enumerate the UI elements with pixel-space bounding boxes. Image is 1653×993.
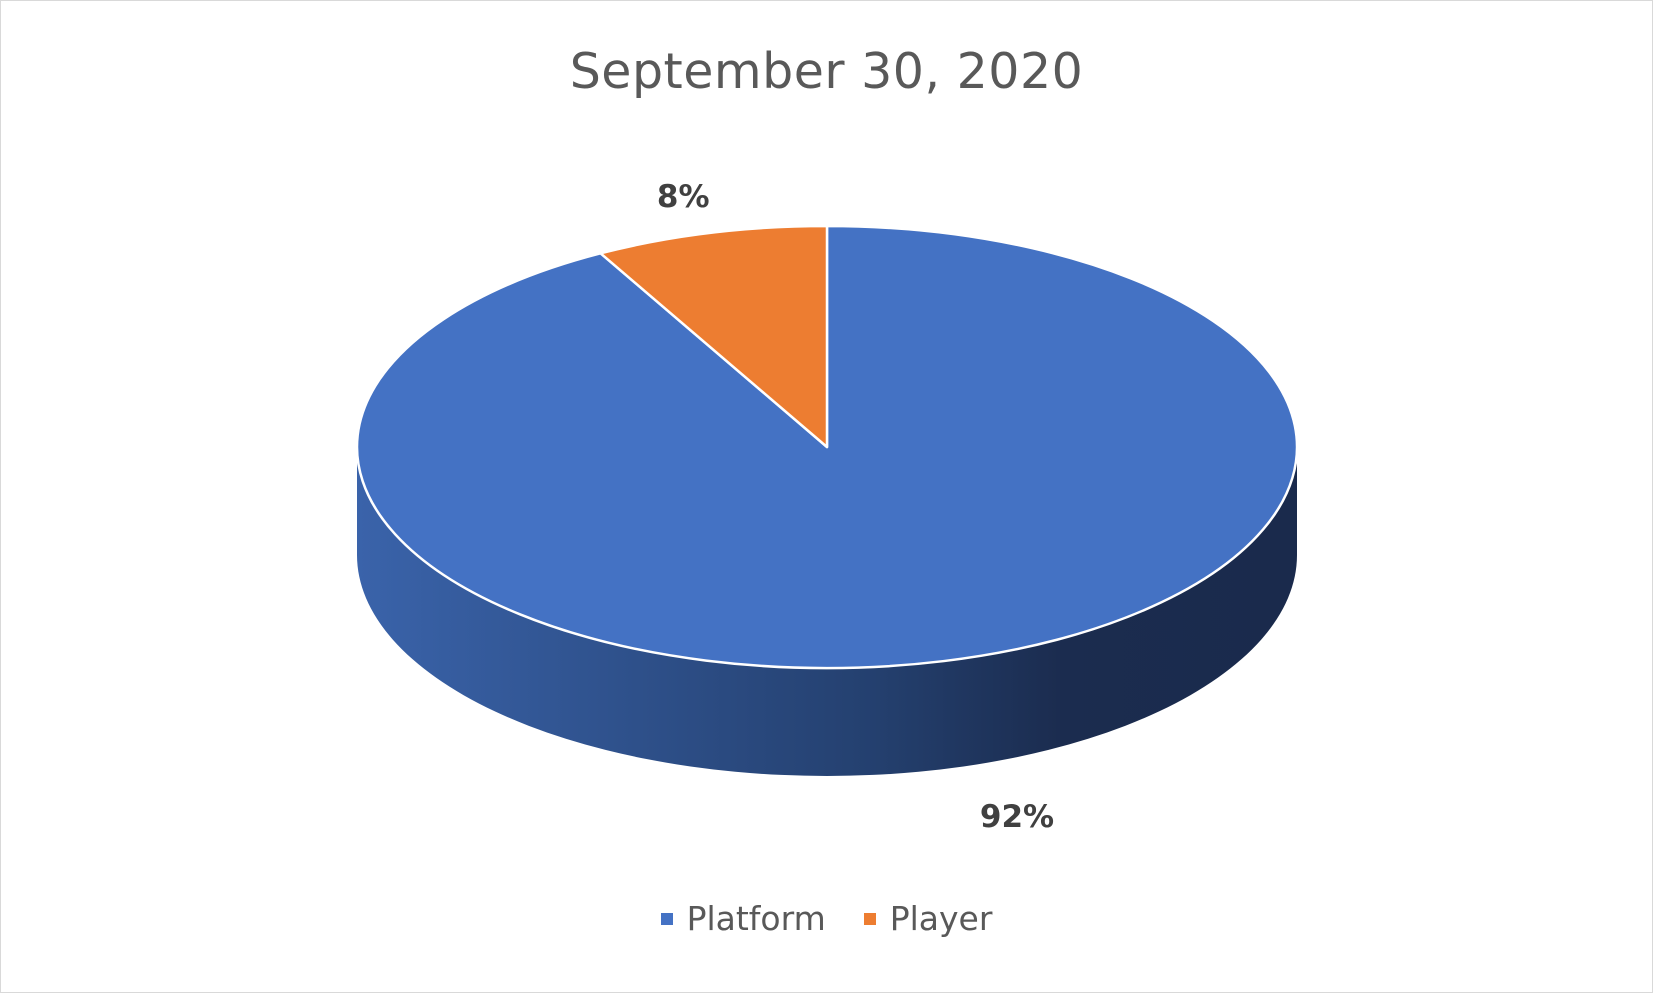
legend-swatch-platform bbox=[660, 912, 673, 925]
pie-side-wall bbox=[357, 447, 1297, 776]
data-label-platform: 92% bbox=[980, 799, 1054, 835]
legend: Platform Player bbox=[1, 899, 1652, 938]
legend-item-platform: Platform bbox=[660, 899, 826, 938]
chart-title: September 30, 2020 bbox=[569, 43, 1084, 100]
data-label-player: 8% bbox=[657, 179, 710, 215]
legend-swatch-player bbox=[863, 912, 876, 925]
legend-label-player: Player bbox=[889, 899, 993, 938]
pie-slice-player bbox=[599, 224, 829, 449]
legend-label-platform: Platform bbox=[686, 899, 826, 938]
legend-item-player: Player bbox=[863, 899, 993, 938]
